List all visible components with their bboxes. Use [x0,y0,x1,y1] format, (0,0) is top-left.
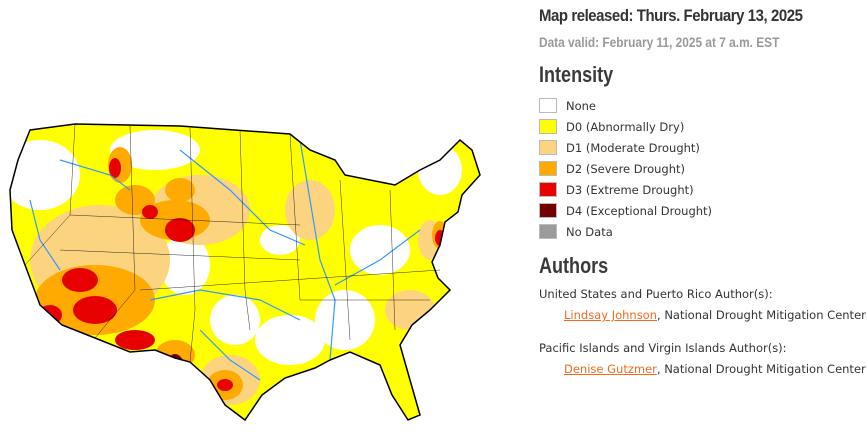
map-released-date: Map released: Thurs. February 13, 2025 [539,6,803,25]
pacific-author: Denise Gutzmer, National Drought Mitigat… [564,362,866,376]
legend-item-d2: D2 (Severe Drought) [539,158,712,179]
us-authors-heading: United States and Puerto Rico Author(s): [539,287,773,301]
swatch [539,119,557,134]
legend-item-d1: D1 (Moderate Drought) [539,137,712,158]
author-link[interactable]: Denise Gutzmer [564,362,657,376]
drought-map [9,123,481,421]
legend-label: None [566,98,597,113]
legend-item-none: None [539,95,712,116]
rivers [29,139,421,381]
swatch [539,224,557,239]
legend-label: D2 (Severe Drought) [566,161,686,176]
swatch [539,98,557,113]
us-author: Lindsay Johnson, National Drought Mitiga… [564,308,866,322]
legend-label: No Data [566,224,613,239]
legend-label: D0 (Abnormally Dry) [566,119,685,134]
swatch [539,140,557,155]
author-link[interactable]: Lindsay Johnson [564,308,658,322]
d4-area [165,354,185,386]
legend: None D0 (Abnormally Dry) D1 (Moderate Dr… [539,95,712,242]
author-org: , National Drought Mitigation Center [656,362,866,376]
authors-heading: Authors [539,253,609,278]
swatch [539,161,557,176]
no-drought-areas [10,130,462,365]
state-borders [24,123,441,363]
author-org: , National Drought Mitigation Center [657,308,866,322]
legend-item-d3: D3 (Extreme Drought) [539,179,712,200]
legend-label: D4 (Exceptional Drought) [566,203,713,218]
data-valid-date: Data valid: February 11, 2025 at 7 a.m. … [539,35,780,50]
pacific-authors-heading: Pacific Islands and Virgin Islands Autho… [539,341,787,355]
legend-item-d0: D0 (Abnormally Dry) [539,116,712,137]
swatch [539,203,557,218]
legend-label: D1 (Moderate Drought) [566,140,700,155]
legend-label: D3 (Extreme Drought) [566,182,694,197]
legend-item-no-data: No Data [539,221,712,242]
intensity-heading: Intensity [539,62,614,87]
swatch [539,182,557,197]
legend-item-d4: D4 (Exceptional Drought) [539,200,712,221]
